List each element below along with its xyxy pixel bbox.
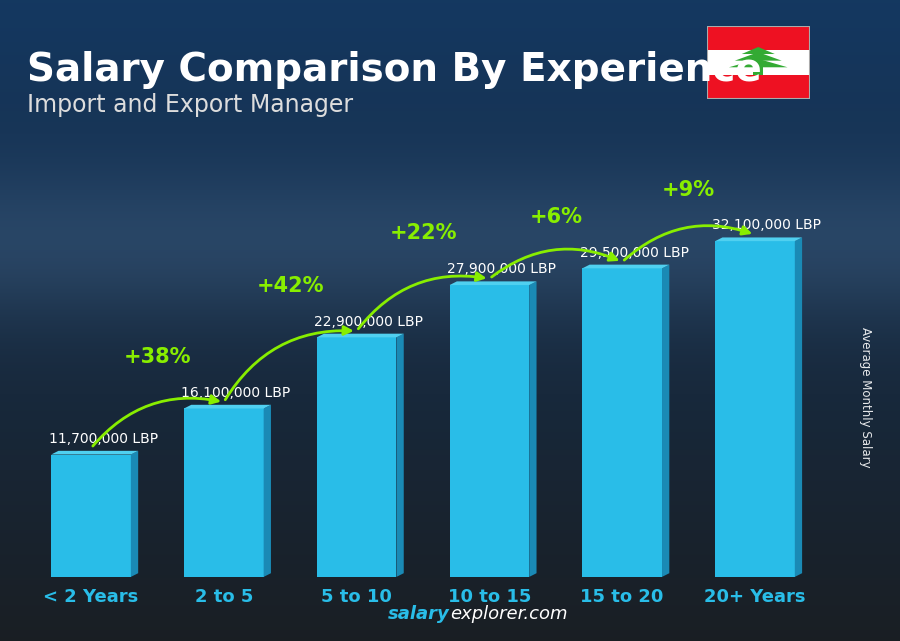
Text: 29,500,000 LBP: 29,500,000 LBP	[580, 246, 688, 260]
Text: +38%: +38%	[123, 347, 191, 367]
Text: Import and Export Manager: Import and Export Manager	[27, 93, 353, 117]
Bar	[582, 269, 662, 577]
Bar	[51, 454, 130, 577]
Polygon shape	[716, 237, 802, 241]
Polygon shape	[734, 52, 782, 61]
Polygon shape	[582, 265, 670, 269]
Text: salary: salary	[388, 605, 450, 623]
Polygon shape	[184, 405, 271, 408]
Polygon shape	[317, 334, 404, 337]
Bar	[706, 76, 810, 99]
Bar	[184, 408, 264, 577]
Text: Salary Comparison By Experience: Salary Comparison By Experience	[27, 51, 761, 89]
Polygon shape	[51, 451, 139, 454]
Text: +6%: +6%	[529, 206, 582, 227]
Polygon shape	[529, 281, 536, 577]
Text: 11,700,000 LBP: 11,700,000 LBP	[49, 432, 158, 445]
Text: 27,900,000 LBP: 27,900,000 LBP	[447, 262, 556, 276]
Polygon shape	[742, 47, 775, 54]
Bar	[716, 241, 795, 577]
Text: 16,100,000 LBP: 16,100,000 LBP	[181, 386, 291, 400]
Polygon shape	[795, 237, 802, 577]
Polygon shape	[450, 281, 536, 285]
Bar	[317, 337, 396, 577]
Bar	[753, 67, 763, 76]
Text: +42%: +42%	[256, 276, 324, 296]
Bar	[706, 49, 810, 76]
Polygon shape	[396, 334, 404, 577]
Polygon shape	[729, 59, 788, 67]
Polygon shape	[264, 405, 271, 577]
Polygon shape	[130, 451, 139, 577]
Text: 32,100,000 LBP: 32,100,000 LBP	[713, 219, 822, 233]
Text: 22,900,000 LBP: 22,900,000 LBP	[314, 315, 423, 329]
Text: explorer.com: explorer.com	[450, 605, 568, 623]
Text: +22%: +22%	[390, 224, 457, 244]
Bar	[450, 285, 529, 577]
Text: +9%: +9%	[662, 179, 716, 199]
Bar	[706, 26, 810, 49]
Polygon shape	[662, 265, 670, 577]
Text: Average Monthly Salary: Average Monthly Salary	[860, 327, 872, 468]
